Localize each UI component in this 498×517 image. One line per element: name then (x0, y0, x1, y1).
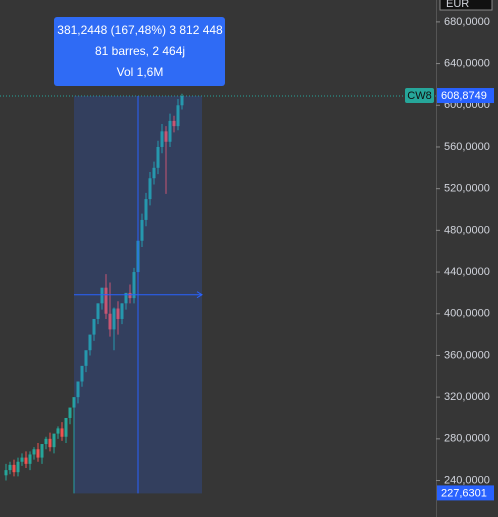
candle-body (16, 461, 20, 473)
last-price: 608,8749 (441, 90, 487, 102)
measure-text: Vol 1,6M (117, 65, 164, 79)
y-tick-label: 480,0000 (444, 224, 490, 236)
candle-body (148, 178, 152, 200)
candle-body (40, 444, 44, 458)
candle-body (60, 428, 64, 437)
y-tick-label: 320,0000 (444, 391, 490, 403)
candle-body (56, 428, 60, 434)
candle-body (112, 308, 116, 330)
y-tick-label: 280,0000 (444, 433, 490, 445)
candle-body (28, 454, 32, 464)
plot (4, 93, 184, 494)
y-tick-label: 240,0000 (444, 474, 490, 486)
candle-body (24, 457, 28, 464)
candle-body (120, 303, 124, 319)
candle-body (160, 131, 164, 147)
y-tick-label: 400,0000 (444, 308, 490, 320)
candle-body (80, 365, 84, 382)
candle-body (12, 464, 16, 473)
candle-body (108, 313, 112, 330)
candle-body (140, 219, 144, 241)
measure-low-tag (437, 485, 494, 501)
candle-body (64, 417, 68, 437)
candle-body (20, 457, 24, 462)
candle-body (76, 381, 80, 398)
candle-body (36, 449, 40, 458)
candle-body (128, 292, 132, 299)
candle-body (52, 433, 56, 448)
y-tick-label: 640,0000 (444, 57, 490, 69)
candle-body (156, 146, 160, 168)
measure-arrow (196, 291, 203, 299)
candle-body (168, 120, 172, 142)
candle-body (144, 199, 148, 220)
currency: EUR (446, 0, 469, 10)
candle-body (132, 272, 136, 299)
candle-body (84, 350, 88, 366)
candle-body (32, 449, 36, 455)
candle-body (180, 96, 184, 106)
candle-body (152, 167, 156, 179)
measure-text: 81 barres, 2 464j (95, 44, 185, 58)
candle-body (116, 308, 120, 319)
y-tick-label: 440,0000 (444, 266, 490, 278)
candle-body (48, 438, 52, 448)
measure-low: 227,6301 (441, 487, 487, 499)
last-price-tag (437, 88, 494, 104)
currency-box[interactable] (439, 0, 493, 11)
overlay: 381,2448 (167,48%) 3 812 448 81 barres, 2… (0, 17, 436, 494)
y-tick-label: 560,0000 (444, 141, 490, 153)
candle-body (100, 287, 104, 304)
candle-body (164, 131, 168, 142)
measure-text: 381,2448 (167,48%) 3 812 448 (57, 23, 223, 37)
candle-body (8, 464, 12, 471)
candle-body (96, 303, 100, 319)
candle-body (92, 318, 96, 335)
y-tick-label: 680,0000 (444, 16, 490, 28)
candle-body (44, 438, 48, 445)
symbol: CW8 (407, 90, 431, 102)
candle-body (176, 105, 180, 127)
candle-body (88, 334, 92, 351)
y-tick-label: 520,0000 (444, 183, 490, 195)
candle-body (68, 407, 72, 418)
candle-body (124, 292, 128, 304)
candle-body (104, 287, 108, 314)
candle-body (72, 397, 76, 408)
symbol-tag (405, 88, 434, 104)
candle-body (172, 120, 176, 127)
y-tick-label: 360,0000 (444, 349, 490, 361)
measure-tooltip (54, 17, 225, 86)
candle-body (4, 470, 8, 476)
